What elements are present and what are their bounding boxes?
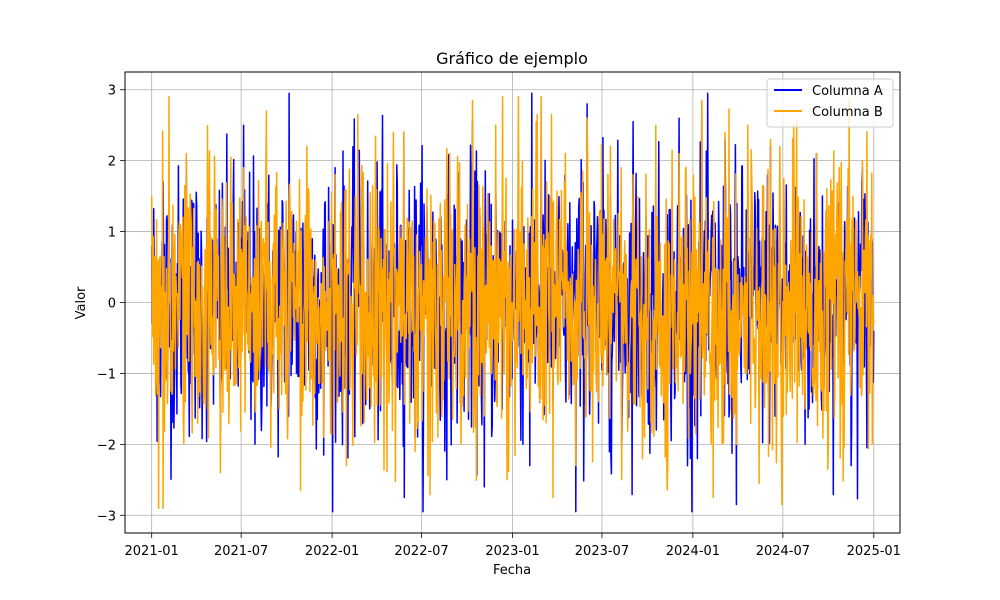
y-tick-label-neg3: −3 xyxy=(97,509,116,524)
y-tick-label-0: 0 xyxy=(108,297,116,312)
y-axis: −3 −2 −1 0 1 2 3 xyxy=(97,84,125,524)
x-tick-label-2024-07: 2024-07 xyxy=(756,544,810,559)
chart-title: Gráfico de ejemplo xyxy=(436,49,588,68)
series-layer xyxy=(150,92,875,513)
series-line-columna-b xyxy=(150,96,875,509)
x-tick-label-2022-07: 2022-07 xyxy=(394,544,448,559)
x-tick-label-2021-01: 2021-01 xyxy=(125,544,179,559)
y-axis-title: Valor xyxy=(74,286,89,319)
y-tick-label-1: 1 xyxy=(108,226,116,241)
x-tick-label-2021-07: 2021-07 xyxy=(214,544,268,559)
legend: Columna A Columna B xyxy=(766,78,894,128)
x-axis-title: Fecha xyxy=(493,563,531,578)
y-tick-label-neg2: −2 xyxy=(97,438,116,453)
legend-label-columna-b: Columna B xyxy=(812,105,883,120)
x-tick-label-2024-01: 2024-01 xyxy=(666,544,720,559)
y-tick-label-neg1: −1 xyxy=(97,367,116,382)
x-tick-label-2023-07: 2023-07 xyxy=(575,544,629,559)
x-tick-label-2023-01: 2023-01 xyxy=(485,544,539,559)
legend-label-columna-a: Columna A xyxy=(812,84,883,99)
x-axis: 2021-01 2021-07 2022-01 2022-07 2023-01 2023-… xyxy=(125,533,901,559)
y-tick-label-3: 3 xyxy=(108,84,116,99)
y-tick-label-2: 2 xyxy=(108,155,116,170)
x-tick-label-2022-01: 2022-01 xyxy=(305,544,359,559)
x-tick-label-2025-01: 2025-01 xyxy=(847,544,901,559)
